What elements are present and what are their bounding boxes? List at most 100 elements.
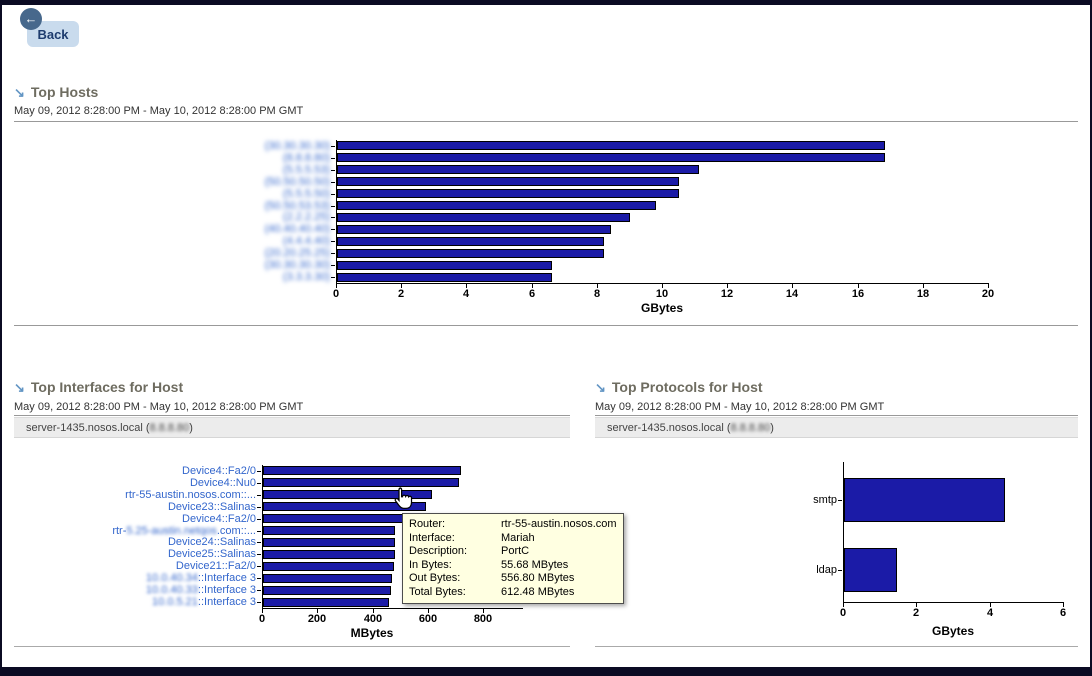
interfaces-category-label[interactable]: rtr-55-austin.nosos.com::... (26, 489, 256, 501)
label-segment: rtr- (112, 525, 127, 537)
hosts-category-label[interactable]: (3.3.3.30) (100, 271, 330, 283)
hosts-category-label[interactable]: (50.50.53.53) (100, 200, 330, 212)
y-axis-tick (331, 229, 335, 230)
interfaces-category-label[interactable]: Device4::Nu0 (26, 477, 256, 489)
protocols-plot-area (843, 462, 1064, 603)
interfaces-bar[interactable] (263, 490, 432, 499)
x-axis-tick-label: 4 (462, 288, 470, 300)
interfaces-bar[interactable] (263, 478, 459, 487)
y-axis-tick (257, 507, 261, 508)
interfaces-bar[interactable] (263, 562, 394, 571)
interfaces-bar[interactable] (263, 598, 389, 607)
interfaces-category-label[interactable]: 10.0.40.34::Interface 3 (26, 572, 256, 584)
y-axis-tick (331, 158, 335, 159)
back-arrow-icon: ← (20, 8, 42, 30)
interfaces-bar[interactable] (263, 574, 392, 583)
interfaces-category-label[interactable]: 10.0.5.21::Interface 3 (26, 596, 256, 608)
y-axis-tick (257, 471, 261, 472)
hosts-bar[interactable] (337, 273, 552, 282)
hosts-bar[interactable] (337, 177, 679, 186)
divider (14, 121, 1078, 122)
label-segment: ::Interface 3 (197, 584, 256, 596)
interface-tooltip: Router: rtr-55-austin.nosos.com Interface:… (402, 513, 624, 604)
hosts-bar[interactable] (337, 201, 656, 210)
interfaces-category-label[interactable]: Device24::Salinas (26, 536, 256, 548)
interfaces-bar[interactable] (263, 550, 395, 559)
y-axis-tick (838, 500, 842, 501)
protocols-bar[interactable] (844, 478, 1005, 522)
interfaces-category-label[interactable]: Device4::Fa2/0 (26, 465, 256, 477)
redacted-label-segment: (40.40.40.40) (264, 223, 330, 235)
interfaces-category-label[interactable]: 10.0.40.33::Interface 3 (26, 584, 256, 596)
divider (595, 415, 1078, 416)
hosts-category-label[interactable]: (8.8.8.80) (100, 152, 330, 164)
redacted-label-segment: (3.3.3.30) (282, 271, 330, 283)
tooltip-field-value: PortC (501, 545, 530, 557)
interfaces-category-label[interactable]: Device21::Fa2/0 (26, 560, 256, 572)
x-axis-tick (532, 284, 533, 288)
drilldown-arrow-icon[interactable]: ↘ (14, 380, 25, 395)
hosts-category-label[interactable]: (30.30.30.30) (100, 140, 330, 152)
redacted-label-segment: 10.0.5.21 (152, 596, 198, 608)
back-button[interactable]: Back ← (18, 8, 88, 50)
interfaces-bar[interactable] (263, 514, 412, 523)
x-axis-tick-label: 10 (655, 288, 669, 300)
interfaces-bar[interactable] (263, 466, 461, 475)
interfaces-bar[interactable] (263, 502, 426, 511)
tooltip-field-value: 556.80 MBytes (501, 572, 575, 584)
x-axis-tick-label: 800 (473, 613, 493, 625)
hosts-bar[interactable] (337, 225, 611, 234)
interfaces-category-label[interactable]: Device4::Fa2/0 (26, 513, 256, 525)
hosts-category-label[interactable]: (4.4.4.40) (100, 235, 330, 247)
hosts-category-label[interactable]: (5.5.5.53) (100, 164, 330, 176)
interfaces-bar[interactable] (263, 538, 395, 547)
y-axis-tick (331, 182, 335, 183)
interfaces-category-label[interactable]: Device25::Salinas (26, 548, 256, 560)
protocols-host-label: server-1435.nosos.local (8.8.8.80) (595, 417, 1078, 438)
protocols-bar[interactable] (844, 548, 897, 592)
hosts-bar[interactable] (337, 237, 604, 246)
hosts-category-label[interactable]: (50.50.50.50) (100, 176, 330, 188)
x-axis-tick (843, 603, 844, 607)
host-name: server-1435.nosos.local ( (607, 421, 731, 434)
host-name: server-1435.nosos.local ( (26, 421, 150, 434)
tooltip-field-label: In Bytes: (409, 558, 452, 571)
hosts-category-label[interactable]: (5.5.5.50) (100, 188, 330, 200)
hosts-bar[interactable] (337, 153, 885, 162)
interfaces-category-label[interactable]: Device23::Salinas (26, 501, 256, 513)
top-hosts-header: ↘ Top Hosts (14, 84, 98, 102)
x-axis-tick-label: 18 (916, 288, 930, 300)
hosts-category-label[interactable]: (2.2.2.25) (100, 211, 330, 223)
y-axis-tick (331, 170, 335, 171)
protocols-category-label: smtp (607, 494, 837, 506)
window-border-right (1090, 0, 1092, 676)
hosts-bar[interactable] (337, 189, 679, 198)
interfaces-bar[interactable] (263, 586, 391, 595)
y-axis-tick (257, 483, 261, 484)
hosts-category-label[interactable]: (30.30.30.30) (100, 259, 330, 271)
tooltip-row: Interface: Mariah (409, 532, 617, 546)
hosts-bar[interactable] (337, 261, 552, 270)
y-axis-tick (257, 531, 261, 532)
x-axis-tick (466, 284, 467, 288)
hosts-category-label[interactable]: (20.20.25.25) (100, 247, 330, 259)
y-axis-tick (257, 542, 261, 543)
hosts-bar[interactable] (337, 141, 885, 150)
drilldown-arrow-icon[interactable]: ↘ (14, 85, 25, 100)
hosts-bar[interactable] (337, 165, 699, 174)
redacted-label-segment: (4.4.4.40) (282, 235, 330, 247)
interfaces-category-label[interactable]: rtr-5.25-austin.netqos.com::... (26, 525, 256, 537)
hosts-category-label[interactable]: (40.40.40.40) (100, 223, 330, 235)
x-axis-tick-label: 600 (418, 613, 438, 625)
hosts-bar[interactable] (337, 249, 604, 258)
hosts-bar[interactable] (337, 213, 630, 222)
drilldown-arrow-icon[interactable]: ↘ (595, 380, 606, 395)
x-axis-tick (597, 284, 598, 288)
tooltip-field-label: Router: (409, 518, 446, 530)
x-axis-tick-label: 20 (981, 288, 995, 300)
interfaces-bar[interactable] (263, 526, 395, 535)
top-protocols-date-range: May 09, 2012 8:28:00 PM - May 10, 2012 8… (595, 401, 885, 413)
y-axis-tick (331, 265, 335, 266)
label-segment: Device4::Nu0 (189, 477, 256, 489)
x-axis-tick (262, 609, 263, 613)
